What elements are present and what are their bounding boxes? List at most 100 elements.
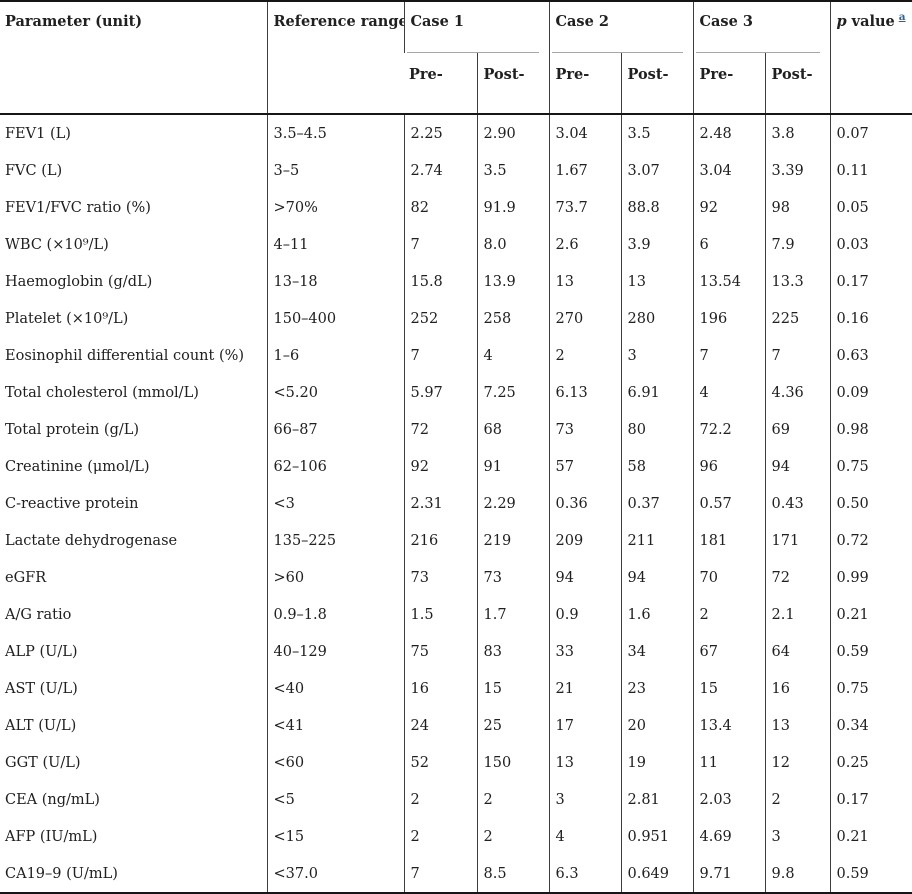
table-row: eGFR >60 73 73 94 94 70 72 0.99	[0, 559, 912, 596]
case2-pre-cell: 4	[548, 818, 621, 855]
reference-range-cell: 3–5	[266, 152, 404, 189]
case2-pre-cell: 33	[548, 633, 621, 670]
case1-pre-cell: 7	[403, 855, 477, 893]
case2-pre-cell: 0.36	[548, 485, 621, 522]
case3-post-cell: 98	[764, 189, 830, 226]
case2-pre-cell: 6.13	[548, 374, 621, 411]
case3-pre-cell: 2	[692, 596, 765, 633]
table-row: AST (U/L) <40 16 15 21 23 15 16 0.75	[0, 670, 912, 707]
case3-pre-cell: 0.57	[692, 485, 765, 522]
parameter-cell: ALT (U/L)	[5, 717, 77, 734]
case2-post-cell: 211	[620, 522, 693, 559]
case2-post-cell: 0.649	[620, 855, 693, 893]
case2-pre-cell: 13	[548, 744, 621, 781]
case3-post-cell: 3	[764, 818, 830, 855]
case3-pre-cell: 67	[692, 633, 765, 670]
table-row: ALT (U/L) <41 24 25 17 20 13.4 13 0.34	[0, 707, 912, 744]
case3-post-cell: 7.9	[764, 226, 830, 263]
case2-post-cell: 1.6	[620, 596, 693, 633]
case3-pre-cell: 2.48	[692, 114, 765, 152]
case2-post-cell: 34	[620, 633, 693, 670]
case1-pre-cell: 1.5	[403, 596, 477, 633]
parameter-cell: A/G ratio	[5, 606, 72, 623]
table-row: Total cholesterol (mmol/L) <5.20 5.97 7.…	[0, 374, 912, 411]
reference-range-cell: 62–106	[266, 448, 404, 485]
case3-post-cell: 94	[764, 448, 830, 485]
case1-post-cell: 8.0	[476, 226, 549, 263]
case3-post-cell: 2.1	[764, 596, 830, 633]
case3-pre-cell: 9.71	[692, 855, 765, 893]
case3-post-cell: 2	[764, 781, 830, 818]
case1-pre-cell: 16	[403, 670, 477, 707]
parameter-cell: C-reactive protein	[5, 495, 139, 512]
table-row: FEV1/FVC ratio (%) >70% 82 91.9 73.7 88.…	[0, 189, 912, 226]
case2-post-cell: 0.951	[620, 818, 693, 855]
case2-post-cell: 19	[620, 744, 693, 781]
case1-pre-cell: 92	[403, 448, 477, 485]
table-row: Haemoglobin (g/dL) 13–18 15.8 13.9 13 13…	[0, 263, 912, 300]
case1-pre-cell: 75	[403, 633, 477, 670]
col-header-case-3: Case 3	[692, 1, 830, 53]
p-value-cell: 0.34	[829, 707, 912, 744]
parameter-cell: AFP (IU/mL)	[5, 828, 98, 845]
reference-range-cell: 150–400	[266, 300, 404, 337]
case1-pre-cell: 2.25	[403, 114, 477, 152]
case1-post-cell: 2	[476, 818, 549, 855]
parameter-cell: ALP (U/L)	[5, 643, 78, 660]
p-value-cell: 0.63	[829, 337, 912, 374]
case1-post-cell: 150	[476, 744, 549, 781]
reference-range-cell: <60	[266, 744, 404, 781]
reference-range-cell: <40	[266, 670, 404, 707]
footnote-a-link[interactable]: a	[898, 11, 906, 24]
reference-range-cell: 0.9–1.8	[266, 596, 404, 633]
case1-post-cell: 25	[476, 707, 549, 744]
table-body: FEV1 (L) 3.5–4.5 2.25 2.90 3.04 3.5 2.48…	[0, 114, 912, 893]
case3-pre-cell: 13.54	[692, 263, 765, 300]
case1-post-cell: 219	[476, 522, 549, 559]
case1-post-cell: 68	[476, 411, 549, 448]
case2-pre-cell: 2	[548, 337, 621, 374]
case2-post-cell: 13	[620, 263, 693, 300]
parameter-cell: eGFR	[5, 569, 47, 586]
case1-pre-cell: 24	[403, 707, 477, 744]
case3-pre-cell: 3.04	[692, 152, 765, 189]
case1-pre-cell: 15.8	[403, 263, 477, 300]
reference-range-cell: <15	[266, 818, 404, 855]
table-row: FEV1 (L) 3.5–4.5 2.25 2.90 3.04 3.5 2.48…	[0, 114, 912, 152]
case2-post-cell: 3	[620, 337, 693, 374]
col-header-case2-post: Post-	[620, 53, 693, 115]
case2-post-cell: 94	[620, 559, 693, 596]
case3-pre-cell: 7	[692, 337, 765, 374]
case1-pre-cell: 2.74	[403, 152, 477, 189]
case3-post-cell: 13	[764, 707, 830, 744]
col-header-reference-range: Reference range	[266, 1, 404, 115]
case2-pre-cell: 0.9	[548, 596, 621, 633]
reference-range-cell: 1–6	[266, 337, 404, 374]
case3-post-cell: 7	[764, 337, 830, 374]
case1-pre-cell: 2.31	[403, 485, 477, 522]
table-row: Eosinophil differential count (%) 1–6 7 …	[0, 337, 912, 374]
reference-range-cell: 66–87	[266, 411, 404, 448]
case2-post-cell: 20	[620, 707, 693, 744]
reference-range-cell: 135–225	[266, 522, 404, 559]
case1-pre-cell: 73	[403, 559, 477, 596]
case2-pre-cell: 21	[548, 670, 621, 707]
case3-pre-cell: 2.03	[692, 781, 765, 818]
case2-pre-cell: 94	[548, 559, 621, 596]
case3-pre-cell: 72.2	[692, 411, 765, 448]
parameter-cell: Total protein (g/L)	[5, 421, 140, 438]
col-header-case3-post: Post-	[764, 53, 830, 115]
case3-post-cell: 4.36	[764, 374, 830, 411]
col-header-case3-pre: Pre-	[692, 53, 765, 115]
case1-post-cell: 1.7	[476, 596, 549, 633]
case2-pre-cell: 209	[548, 522, 621, 559]
case2-pre-cell: 13	[548, 263, 621, 300]
case1-pre-cell: 82	[403, 189, 477, 226]
p-value-cell: 0.17	[829, 263, 912, 300]
case2-post-cell: 58	[620, 448, 693, 485]
case3-pre-cell: 96	[692, 448, 765, 485]
case3-pre-cell: 15	[692, 670, 765, 707]
case2-post-cell: 3.5	[620, 114, 693, 152]
reference-range-cell: <3	[266, 485, 404, 522]
